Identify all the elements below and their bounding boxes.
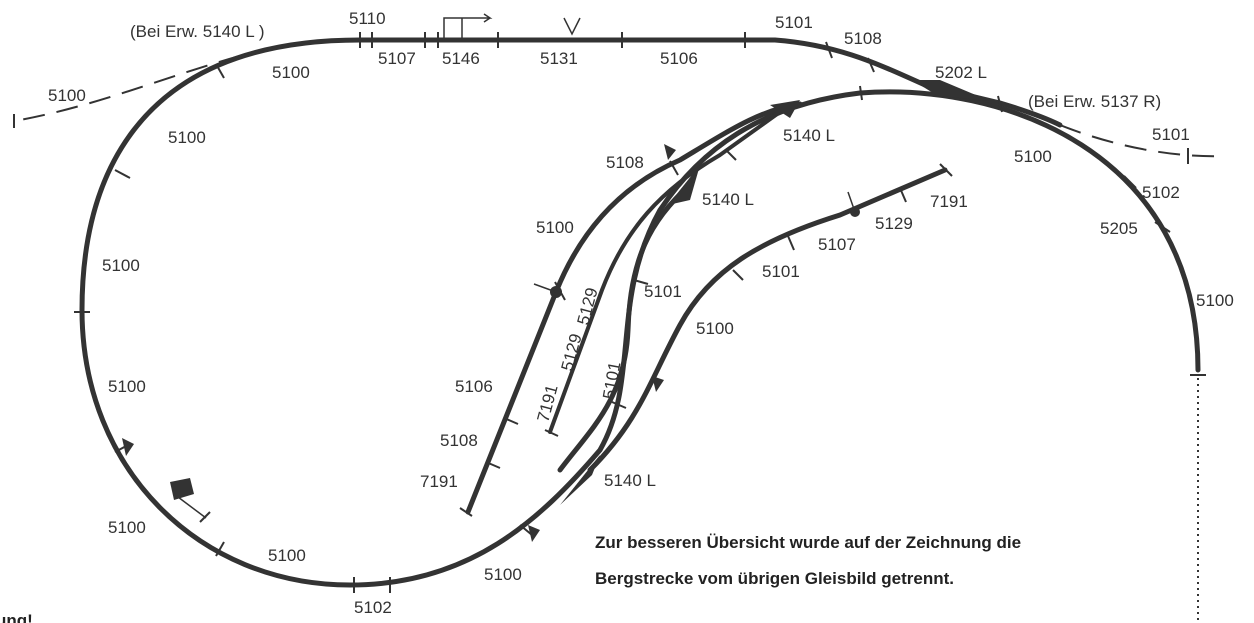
uncoupler-inner-arm bbox=[533, 283, 557, 293]
label-5100-left-b: 5100 bbox=[102, 256, 140, 275]
label-bei-erw-right: (Bei Erw. 5137 R) bbox=[1028, 92, 1161, 111]
inner-line-5101 bbox=[557, 182, 693, 473]
label-7191-spur: 7191 bbox=[930, 192, 968, 211]
label-5100-right-side: 5100 bbox=[1196, 291, 1234, 310]
turnout-inner-top bbox=[770, 100, 800, 118]
label-5106-top: 5106 bbox=[660, 49, 698, 68]
inner-line-5140l bbox=[548, 110, 782, 434]
spur-right bbox=[587, 163, 953, 473]
label-5102-right: 5102 bbox=[1142, 183, 1180, 202]
signals bbox=[122, 13, 676, 542]
note-line-2: Bergstrecke vom übrigen Gleisbild getren… bbox=[595, 569, 954, 588]
label-5100-right-top: 5100 bbox=[1014, 147, 1052, 166]
label-5129-diag-a: 5129 bbox=[558, 332, 586, 373]
signal-5131-icon bbox=[563, 17, 581, 36]
label-bei-erw-left: (Bei Erw. 5140 L ) bbox=[130, 22, 265, 41]
label-5108-inner-low: 5108 bbox=[440, 431, 478, 450]
label-5140l-top: 5140 L bbox=[783, 126, 835, 145]
label-5129-spur: 5129 bbox=[875, 214, 913, 233]
label-5101-spur: 5101 bbox=[762, 262, 800, 281]
label-5101-inner-a: 5101 bbox=[644, 282, 682, 301]
right-extension-dashed bbox=[1059, 124, 1226, 158]
spur-right-buffer bbox=[939, 163, 953, 177]
note-line-1: Zur besseren Übersicht wurde auf der Zei… bbox=[595, 533, 1021, 552]
label-5202l: 5202 L bbox=[935, 63, 987, 82]
label-5108-top: 5108 bbox=[844, 29, 882, 48]
spur-mid-buffer bbox=[544, 429, 559, 437]
label-5106-inner: 5106 bbox=[455, 377, 493, 396]
label-5100-bottom-left: 5100 bbox=[108, 518, 146, 537]
inner-line-5100 bbox=[465, 101, 803, 515]
label-7191-diag: 7191 bbox=[534, 383, 562, 424]
label-5102-bottom: 5102 bbox=[354, 598, 392, 617]
label-5100-bottom-mid: 5100 bbox=[268, 546, 306, 565]
flag-icon bbox=[170, 478, 194, 500]
turnout-inner-mid bbox=[668, 165, 700, 205]
label-5205: 5205 bbox=[1100, 219, 1138, 238]
label-5100-left-c: 5100 bbox=[108, 377, 146, 396]
signal-triangle-left bbox=[122, 438, 134, 456]
turnout-5202l bbox=[912, 80, 990, 101]
flag-pole bbox=[173, 493, 207, 519]
label-5100-ext-left: 5100 bbox=[48, 86, 86, 105]
inner-lines bbox=[465, 100, 803, 515]
spur-right-signal bbox=[847, 191, 856, 213]
label-5110: 5110 bbox=[349, 9, 386, 28]
label-5100-inner: 5100 bbox=[536, 218, 574, 237]
label-5146: 5146 bbox=[442, 49, 480, 68]
label-5108-inner: 5108 bbox=[606, 153, 644, 172]
label-5101-top: 5101 bbox=[775, 13, 813, 32]
label-7191-left: 7191 bbox=[420, 472, 458, 491]
label-5107-spur: 5107 bbox=[818, 235, 856, 254]
label-5140l-mid: 5140 L bbox=[702, 190, 754, 209]
spur-right-track bbox=[587, 167, 948, 473]
label-5100-top: 5100 bbox=[272, 63, 310, 82]
flag-pole-end bbox=[199, 511, 211, 523]
bottom-left-fragment: ung! bbox=[0, 611, 33, 623]
main-loop bbox=[79, 37, 1201, 588]
label-5100-spur: 5100 bbox=[696, 319, 734, 338]
signal-triangle-inner-top bbox=[664, 144, 676, 160]
signal-triangle-spur bbox=[652, 376, 664, 392]
spur-left-buffer bbox=[459, 507, 473, 517]
main-loop-track bbox=[79, 37, 1201, 588]
label-5100-bottom-right: 5100 bbox=[484, 565, 522, 584]
label-5100-left-a: 5100 bbox=[168, 128, 206, 147]
signal-5146-icon bbox=[443, 13, 493, 38]
track-separators bbox=[74, 32, 1171, 593]
labels: (Bei Erw. 5140 L ) 5110 5107 5146 5131 5… bbox=[48, 9, 1234, 617]
label-5101-ext-right: 5101 bbox=[1152, 125, 1190, 144]
label-5131: 5131 bbox=[540, 49, 578, 68]
left-extension-dashed bbox=[19, 55, 241, 121]
signal-triangle-bottom bbox=[528, 525, 540, 542]
label-5140l-low: 5140 L bbox=[604, 471, 656, 490]
label-5107-top: 5107 bbox=[378, 49, 416, 68]
